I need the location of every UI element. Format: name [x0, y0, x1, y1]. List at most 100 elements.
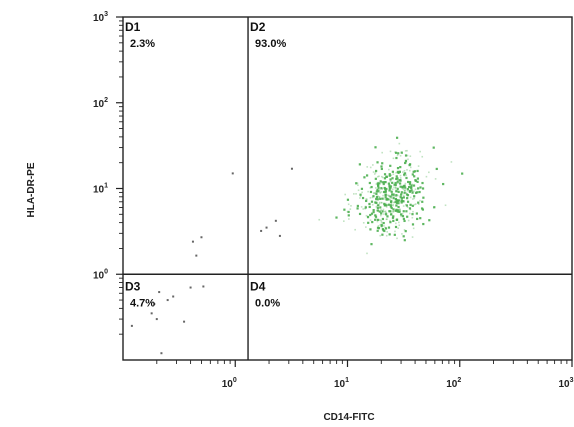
- event-point: [404, 154, 408, 157]
- event-point: [278, 234, 281, 237]
- event-point: [403, 173, 406, 176]
- event-point: [379, 234, 382, 237]
- event-point: [166, 299, 169, 302]
- event-point: [392, 195, 394, 198]
- event-point: [383, 225, 385, 227]
- event-point: [413, 195, 416, 198]
- event-point: [391, 170, 394, 173]
- event-point: [158, 291, 161, 294]
- event-point: [372, 171, 375, 173]
- event-point: [375, 206, 378, 208]
- event-point: [374, 214, 377, 217]
- event-point: [390, 197, 392, 200]
- event-point: [378, 204, 380, 206]
- event-point: [428, 171, 430, 174]
- event-point: [412, 198, 414, 200]
- event-point: [318, 218, 321, 221]
- event-point: [380, 219, 383, 222]
- event-point: [395, 204, 398, 207]
- event-point: [390, 212, 393, 215]
- event-point: [404, 186, 407, 189]
- event-point: [406, 188, 409, 191]
- event-point: [396, 177, 399, 180]
- event-point: [172, 295, 175, 298]
- quadrant-d1-name: D1: [125, 20, 141, 34]
- event-point: [400, 197, 404, 200]
- event-point: [389, 175, 392, 177]
- event-point: [409, 196, 412, 199]
- event-point: [390, 190, 393, 193]
- event-point: [396, 187, 399, 190]
- event-point: [368, 202, 371, 206]
- event-point: [410, 186, 413, 189]
- event-point: [388, 168, 390, 171]
- x-tick-label: 100: [222, 377, 237, 390]
- event-point: [397, 194, 399, 197]
- event-point: [401, 233, 403, 235]
- event-point: [400, 215, 402, 218]
- event-point: [416, 180, 419, 183]
- event-point: [356, 204, 359, 208]
- event-point: [387, 182, 390, 185]
- event-point: [406, 215, 409, 218]
- event-point: [414, 203, 417, 205]
- event-point: [375, 192, 378, 196]
- event-point: [189, 286, 192, 289]
- event-point: [385, 234, 388, 237]
- event-point: [416, 191, 419, 194]
- event-point: [347, 214, 350, 217]
- event-point: [378, 188, 381, 191]
- event-point: [376, 182, 379, 185]
- event-point: [385, 187, 388, 191]
- event-point: [399, 210, 401, 212]
- event-point: [376, 161, 379, 164]
- event-point: [381, 197, 384, 200]
- event-point: [378, 175, 380, 178]
- event-point: [358, 163, 361, 166]
- event-point: [392, 193, 395, 196]
- event-point: [386, 197, 389, 200]
- event-point: [384, 227, 388, 230]
- event-point: [404, 161, 407, 165]
- event-point: [346, 210, 349, 213]
- event-point: [421, 181, 424, 185]
- event-point: [377, 225, 380, 227]
- event-point: [371, 203, 374, 206]
- event-point: [381, 217, 384, 221]
- event-point: [411, 236, 414, 238]
- event-point: [411, 191, 414, 194]
- event-point: [183, 320, 186, 323]
- event-point: [344, 193, 347, 196]
- event-point: [421, 208, 425, 211]
- event-point: [395, 194, 398, 197]
- event-point: [391, 216, 395, 219]
- event-point: [369, 190, 373, 194]
- event-point: [391, 193, 394, 196]
- event-point: [347, 210, 350, 214]
- event-point: [376, 204, 380, 207]
- event-point: [403, 219, 406, 223]
- event-point: [360, 206, 363, 208]
- event-point: [395, 171, 397, 174]
- event-point: [389, 205, 393, 208]
- event-point: [387, 194, 390, 197]
- event-point: [372, 195, 375, 198]
- event-point: [385, 212, 388, 214]
- event-point: [395, 218, 398, 221]
- event-point: [153, 302, 156, 305]
- event-point: [349, 208, 352, 210]
- event-point: [383, 181, 385, 184]
- event-point: [405, 210, 408, 213]
- event-point: [364, 206, 367, 209]
- event-point: [428, 219, 431, 222]
- event-point: [399, 154, 402, 157]
- event-point: [379, 219, 381, 221]
- event-point: [401, 213, 404, 215]
- event-point: [417, 201, 420, 204]
- x-axis-label: CD14-FITC: [323, 412, 374, 423]
- event-point: [381, 201, 383, 204]
- event-point: [160, 352, 163, 355]
- event-point: [399, 209, 401, 211]
- event-point: [410, 184, 413, 187]
- event-point: [376, 229, 379, 232]
